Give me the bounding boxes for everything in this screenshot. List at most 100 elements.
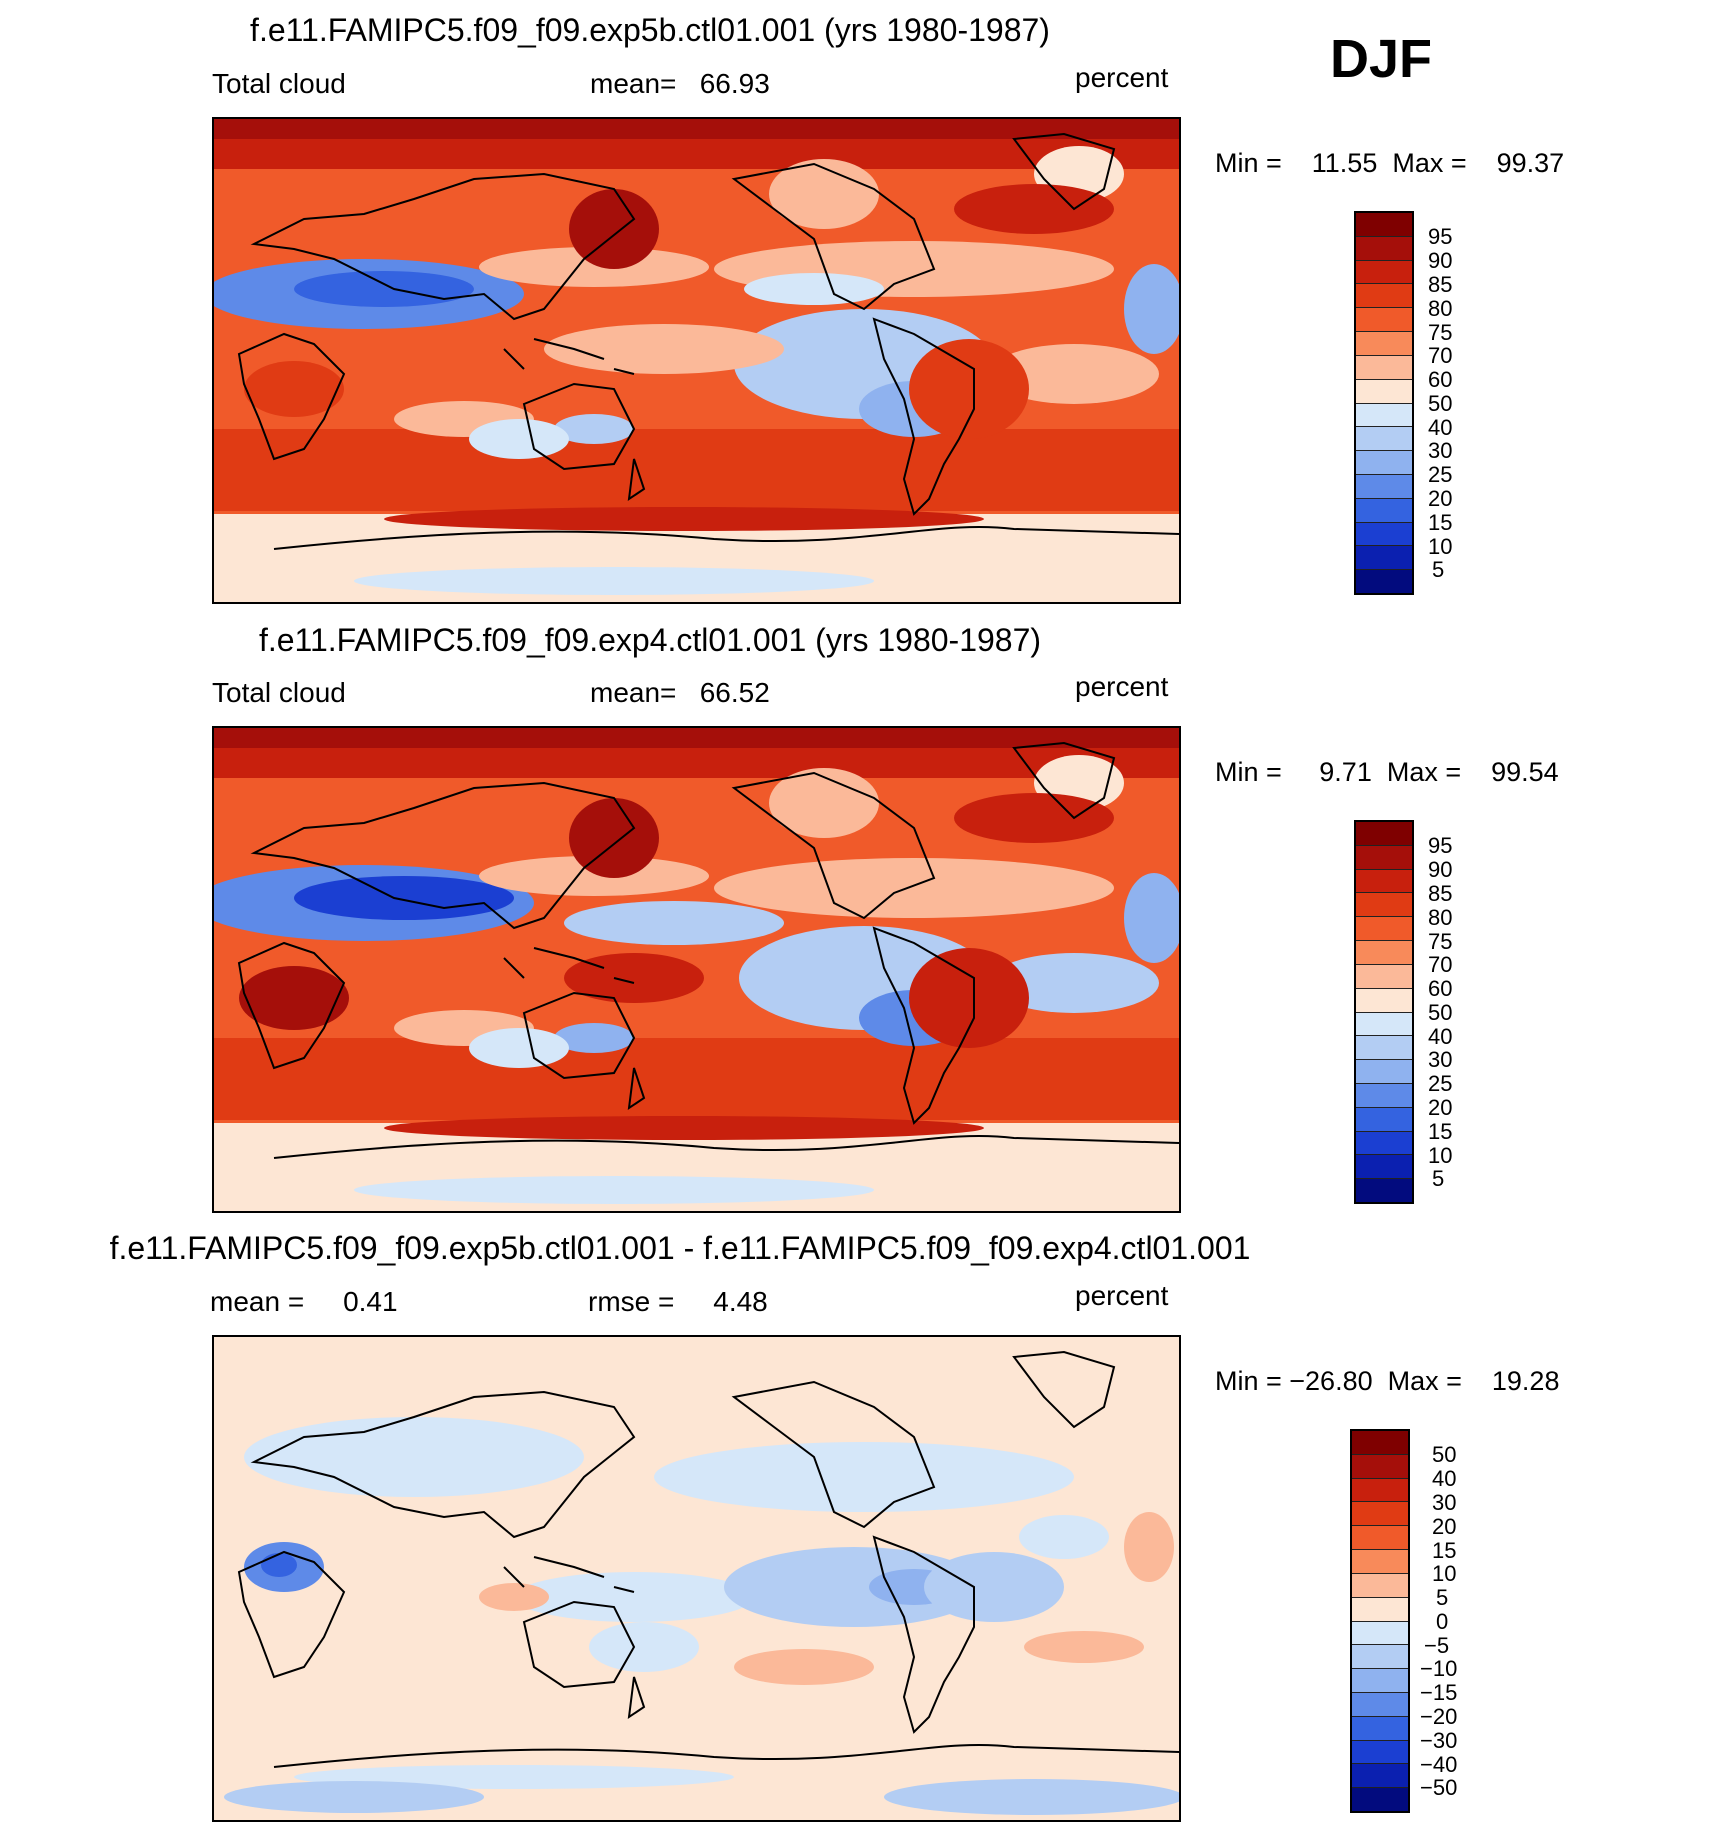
colorbar-swatch <box>1352 1788 1408 1811</box>
colorbar-swatch <box>1356 845 1412 870</box>
colorbar-label: −50 <box>1420 1775 1458 1800</box>
colorbar-swatch <box>1356 822 1412 846</box>
colorbar-label: 30 <box>1428 1047 1453 1072</box>
colorbar-swatch <box>1356 260 1412 285</box>
colorbar-swatch <box>1356 236 1412 261</box>
colorbar-swatch <box>1352 1597 1408 1622</box>
colorbar-swatch <box>1356 427 1412 452</box>
colorbar-swatch <box>1356 284 1412 309</box>
colorbar-label: −5 <box>1424 1633 1450 1658</box>
colorbar-swatch <box>1356 213 1412 237</box>
panel-2-units-label: percent <box>1075 671 1169 702</box>
colorbar-label: 10 <box>1428 1143 1453 1168</box>
colorbar-label: 15 <box>1428 510 1453 535</box>
colorbar-label: 30 <box>1432 1490 1457 1515</box>
colorbar-swatch <box>1352 1645 1408 1670</box>
colorbar-label: 80 <box>1428 296 1453 321</box>
panel-3-map-field <box>214 1337 1179 1820</box>
panel-2-minmax: Min = 9.71 Max = 99.54 <box>1215 757 1559 787</box>
colorbar-label: 20 <box>1428 486 1453 511</box>
panel-2-title: f.e11.FAMIPC5.f09_f09.exp4.ctl01.001 (yr… <box>258 622 1042 658</box>
panel-1-variable-label: Total cloud <box>212 68 346 99</box>
colorbar-swatch <box>1356 1107 1412 1132</box>
colorbar-label: 20 <box>1428 1095 1453 1120</box>
panel-2-colorbar <box>1354 820 1414 1204</box>
colorbar-label: 5 <box>1436 1585 1449 1610</box>
colorbar-swatch <box>1352 1621 1408 1646</box>
panel-2-map <box>212 726 1181 1213</box>
colorbar-label: 70 <box>1428 343 1453 368</box>
colorbar-label: 20 <box>1432 1514 1457 1539</box>
panel-1-map-field <box>214 119 1179 602</box>
panel-1-units-label: percent <box>1075 62 1169 93</box>
colorbar-swatch <box>1356 522 1412 547</box>
colorbar-swatch <box>1356 355 1412 380</box>
colorbar-swatch <box>1352 1431 1408 1455</box>
panel-1-minmax: Min = 11.55 Max = 99.37 <box>1215 148 1565 178</box>
colorbar-swatch <box>1356 1012 1412 1037</box>
colorbar-label: 70 <box>1428 952 1453 977</box>
colorbar-swatch <box>1352 1669 1408 1693</box>
panel-3-map <box>212 1335 1181 1822</box>
colorbar-swatch <box>1356 941 1412 965</box>
colorbar-label: −10 <box>1420 1656 1458 1681</box>
panel-3-colorbar <box>1350 1429 1410 1813</box>
colorbar-swatch <box>1352 1692 1408 1717</box>
panel-1-title: f.e11.FAMIPC5.f09_f09.exp5b.ctl01.001 (y… <box>250 12 1050 48</box>
colorbar-swatch <box>1352 1740 1408 1765</box>
colorbar-swatch <box>1356 1060 1412 1084</box>
colorbar-label: 10 <box>1428 534 1453 559</box>
panel-3-units-label: percent <box>1075 1280 1169 1311</box>
colorbar-label: 40 <box>1428 415 1453 440</box>
colorbar-label: 80 <box>1428 905 1453 930</box>
colorbar-label: −15 <box>1420 1680 1458 1705</box>
colorbar-swatch <box>1356 474 1412 499</box>
panel-3-minmax: Min = −26.80 Max = 19.28 <box>1215 1366 1560 1396</box>
colorbar-label: −30 <box>1420 1728 1458 1753</box>
colorbar-swatch <box>1356 332 1412 356</box>
colorbar-label: 60 <box>1428 976 1453 1001</box>
panel-2-map-field <box>214 728 1179 1211</box>
colorbar-swatch <box>1352 1573 1408 1598</box>
colorbar-label: 25 <box>1428 462 1453 487</box>
panel-2-mean-label: mean= 66.52 <box>590 677 770 708</box>
colorbar-swatch <box>1352 1454 1408 1479</box>
colorbar-label: 75 <box>1428 320 1453 345</box>
colorbar-swatch <box>1356 546 1412 571</box>
colorbar-label: 15 <box>1428 1119 1453 1144</box>
colorbar-swatch <box>1356 308 1412 333</box>
panel-3-title: f.e11.FAMIPC5.f09_f09.exp5b.ctl01.001 - … <box>109 1230 1251 1266</box>
colorbar-label: 90 <box>1428 248 1453 273</box>
panel-1-map <box>212 117 1181 604</box>
colorbar-label: 25 <box>1428 1071 1453 1096</box>
colorbar-label: 0 <box>1436 1609 1449 1634</box>
colorbar-swatch <box>1352 1526 1408 1551</box>
colorbar-label: −40 <box>1420 1752 1458 1777</box>
colorbar-label: 30 <box>1428 438 1453 463</box>
colorbar-label: 85 <box>1428 272 1453 297</box>
colorbar-swatch <box>1356 893 1412 918</box>
colorbar-swatch <box>1356 451 1412 475</box>
colorbar-label: 5 <box>1432 1166 1445 1191</box>
colorbar-swatch <box>1356 1131 1412 1156</box>
season-label: DJF <box>1330 29 1433 89</box>
colorbar-swatch <box>1352 1478 1408 1503</box>
colorbar-swatch <box>1352 1550 1408 1574</box>
colorbar-swatch <box>1356 917 1412 942</box>
colorbar-label: 50 <box>1428 1000 1453 1025</box>
colorbar-label: 95 <box>1428 224 1453 249</box>
colorbar-label: 40 <box>1432 1466 1457 1491</box>
colorbar-label: 90 <box>1428 857 1453 882</box>
panel-1-mean-label: mean= 66.93 <box>590 68 770 99</box>
colorbar-label: −20 <box>1420 1704 1458 1729</box>
colorbar-swatch <box>1356 988 1412 1013</box>
panel-2-variable-label: Total cloud <box>212 677 346 708</box>
colorbar-swatch <box>1356 570 1412 593</box>
panel-1-colorbar <box>1354 211 1414 595</box>
colorbar-label: 5 <box>1432 557 1445 582</box>
colorbar-swatch <box>1356 498 1412 523</box>
colorbar-swatch <box>1356 1155 1412 1180</box>
colorbar-label: 75 <box>1428 929 1453 954</box>
colorbar-swatch <box>1356 869 1412 894</box>
colorbar-swatch <box>1352 1716 1408 1741</box>
